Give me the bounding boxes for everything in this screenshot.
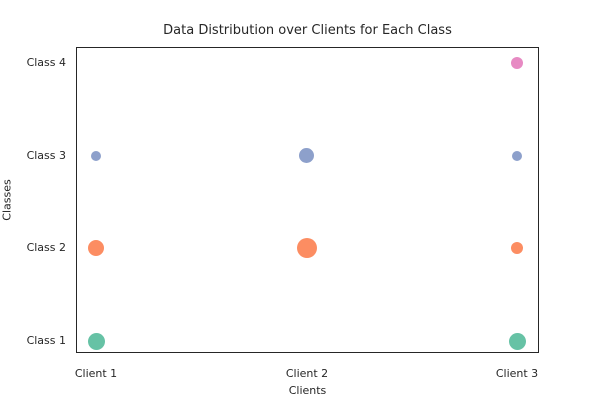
y-tick-class-1: Class 1 [26, 334, 66, 347]
data-point-client-3-class-3 [512, 150, 522, 161]
data-point-client-2-class-3 [299, 148, 314, 164]
data-point-client-3-class-2 [511, 242, 523, 255]
y-tick-class-2: Class 2 [26, 241, 66, 254]
x-axis-label: Clients [288, 384, 327, 397]
plot-area [76, 47, 539, 353]
y-axis-label: Classes [0, 179, 14, 221]
data-point-client-3-class-4 [511, 56, 523, 69]
data-point-client-3-class-1 [508, 332, 526, 350]
x-tick-client-3: Client 3 [495, 367, 539, 380]
y-tick-class-3: Class 3 [26, 149, 66, 162]
data-point-client-2-class-2 [296, 238, 317, 259]
data-point-client-1-class-1 [87, 332, 105, 350]
data-point-client-1-class-2 [88, 240, 104, 257]
x-tick-client-1: Client 1 [74, 367, 118, 380]
chart-title: Data Distribution over Clients for Each … [163, 23, 452, 38]
data-point-client-1-class-3 [91, 150, 101, 161]
y-tick-class-4: Class 4 [26, 56, 66, 69]
x-tick-client-2: Client 2 [285, 367, 329, 380]
